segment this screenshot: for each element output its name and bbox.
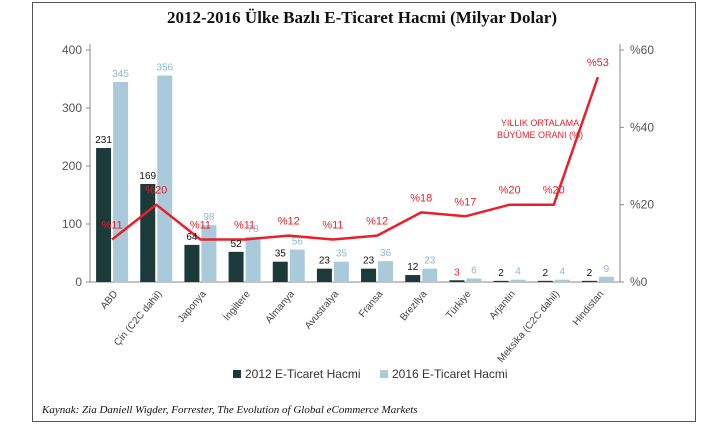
data-label-2012: 23 [363,256,375,267]
x-tick-label: Hindistan [571,289,606,328]
growth-label: %20 [543,185,565,197]
bar-2016 [157,75,173,283]
legend-swatch-2016 [380,370,388,378]
bar-2016 [245,236,261,282]
growth-label: %20 [145,185,167,197]
y-tick-label: 300 [62,101,82,115]
legend-label-2012: 2012 E-Ticaret Hacmi [245,367,361,381]
bar-2012 [228,251,244,282]
data-label-2012: 52 [231,239,243,250]
data-label-2012: 231 [95,135,112,146]
bar-2016 [289,249,305,282]
bar-2012 [537,280,553,282]
bar-2012 [140,183,156,282]
data-label-2012: 23 [319,256,331,267]
x-tick-label: Almanya [264,289,298,326]
data-label-2016: 4 [559,267,565,278]
y2-tick-label: %40 [630,120,654,134]
data-label-2012: 2 [498,268,504,279]
data-label-2012: 2 [587,268,593,279]
data-label-2016: 345 [112,69,129,80]
bar-2012 [272,261,288,282]
legend-label-2016: 2016 E-Ticaret Hacmi [392,367,508,381]
bar-2016 [378,261,394,282]
bar-2012 [316,268,332,282]
x-tick-label: Arjantin [488,289,518,322]
chart-title: 2012-2016 Ülke Bazlı E-Ticaret Hacmi (Mi… [167,8,557,27]
bar-2012 [493,280,509,282]
growth-line [111,76,600,241]
annotation-line-1: YILLIK ORTALAMA [501,118,579,128]
bar-2016 [554,279,570,282]
bar-2016 [422,268,438,282]
bar-2016 [333,261,349,282]
bar-2016 [113,81,129,283]
growth-label: %20 [499,185,521,197]
bar-2016 [598,276,614,282]
data-label-2016: 35 [336,249,348,260]
y2-tick-label: %60 [630,43,654,57]
data-label-2016: 36 [380,248,392,259]
growth-label: %53 [587,57,609,69]
y2-tick-label: %0 [630,275,648,289]
bar-2012 [96,148,112,282]
growth-label: %18 [410,192,432,204]
data-label-2016: 23 [424,256,436,267]
x-tick-label: İngiltere [220,287,253,323]
y-tick-label: 0 [75,275,82,289]
bar-2016 [510,279,526,282]
growth-label: %17 [454,196,476,208]
growth-label: %11 [234,219,255,231]
x-tick-label: Avustralya [303,289,342,332]
data-label-2012: 2 [542,268,548,279]
data-label-2016: 9 [604,264,610,275]
data-label-2016: 98 [203,212,215,223]
growth-label: %12 [366,216,388,228]
source-note: Kaynak: Zia Daniell Wigder, Forrester, T… [42,404,418,416]
bar-2012 [361,268,377,282]
bar-2012 [184,244,200,282]
growth-label: %11 [101,219,122,231]
bar-2016 [201,225,217,282]
y-tick-label: 100 [62,217,82,231]
bar-2016 [466,278,482,282]
x-tick-label: ABD [99,289,121,312]
y-tick-label: 200 [62,159,82,173]
x-tick-label: Fransa [357,289,386,320]
x-tick-label: Japonya [176,289,209,325]
annotation-line-2: BÜYÜME ORANI (%) [497,130,583,140]
y2-tick-label: %20 [630,198,654,212]
data-label-2016: 356 [156,63,173,74]
data-label-2012: 64 [186,232,198,243]
growth-label: %12 [278,216,300,228]
legend-swatch-2012 [233,370,241,378]
data-label-2012: 12 [407,262,419,273]
y-tick-label: 400 [62,43,82,57]
bar-2012 [405,275,421,282]
growth-line-layer [111,76,600,241]
legend: 2012 E-Ticaret Hacmi 2016 E-Ticaret Hacmi [233,367,508,381]
data-label-2012: 169 [139,171,156,182]
bar-2012 [449,280,465,282]
data-label-2016: 4 [515,267,521,278]
data-label-2016: 78 [248,224,260,235]
x-tick-label: Çin (C2C dahil) [112,289,164,348]
bar-2012 [581,280,597,282]
data-label-2016: 6 [471,266,477,277]
data-label-2012: 3 [454,267,460,278]
data-label-2012: 35 [275,249,287,260]
bars [96,75,614,283]
growth-label: %11 [322,219,343,231]
x-tick-label: Brezilya [398,289,430,324]
data-label-2016: 56 [292,237,304,248]
growth-label: %11 [190,219,211,231]
x-tick-label: Türkiye [444,289,474,322]
